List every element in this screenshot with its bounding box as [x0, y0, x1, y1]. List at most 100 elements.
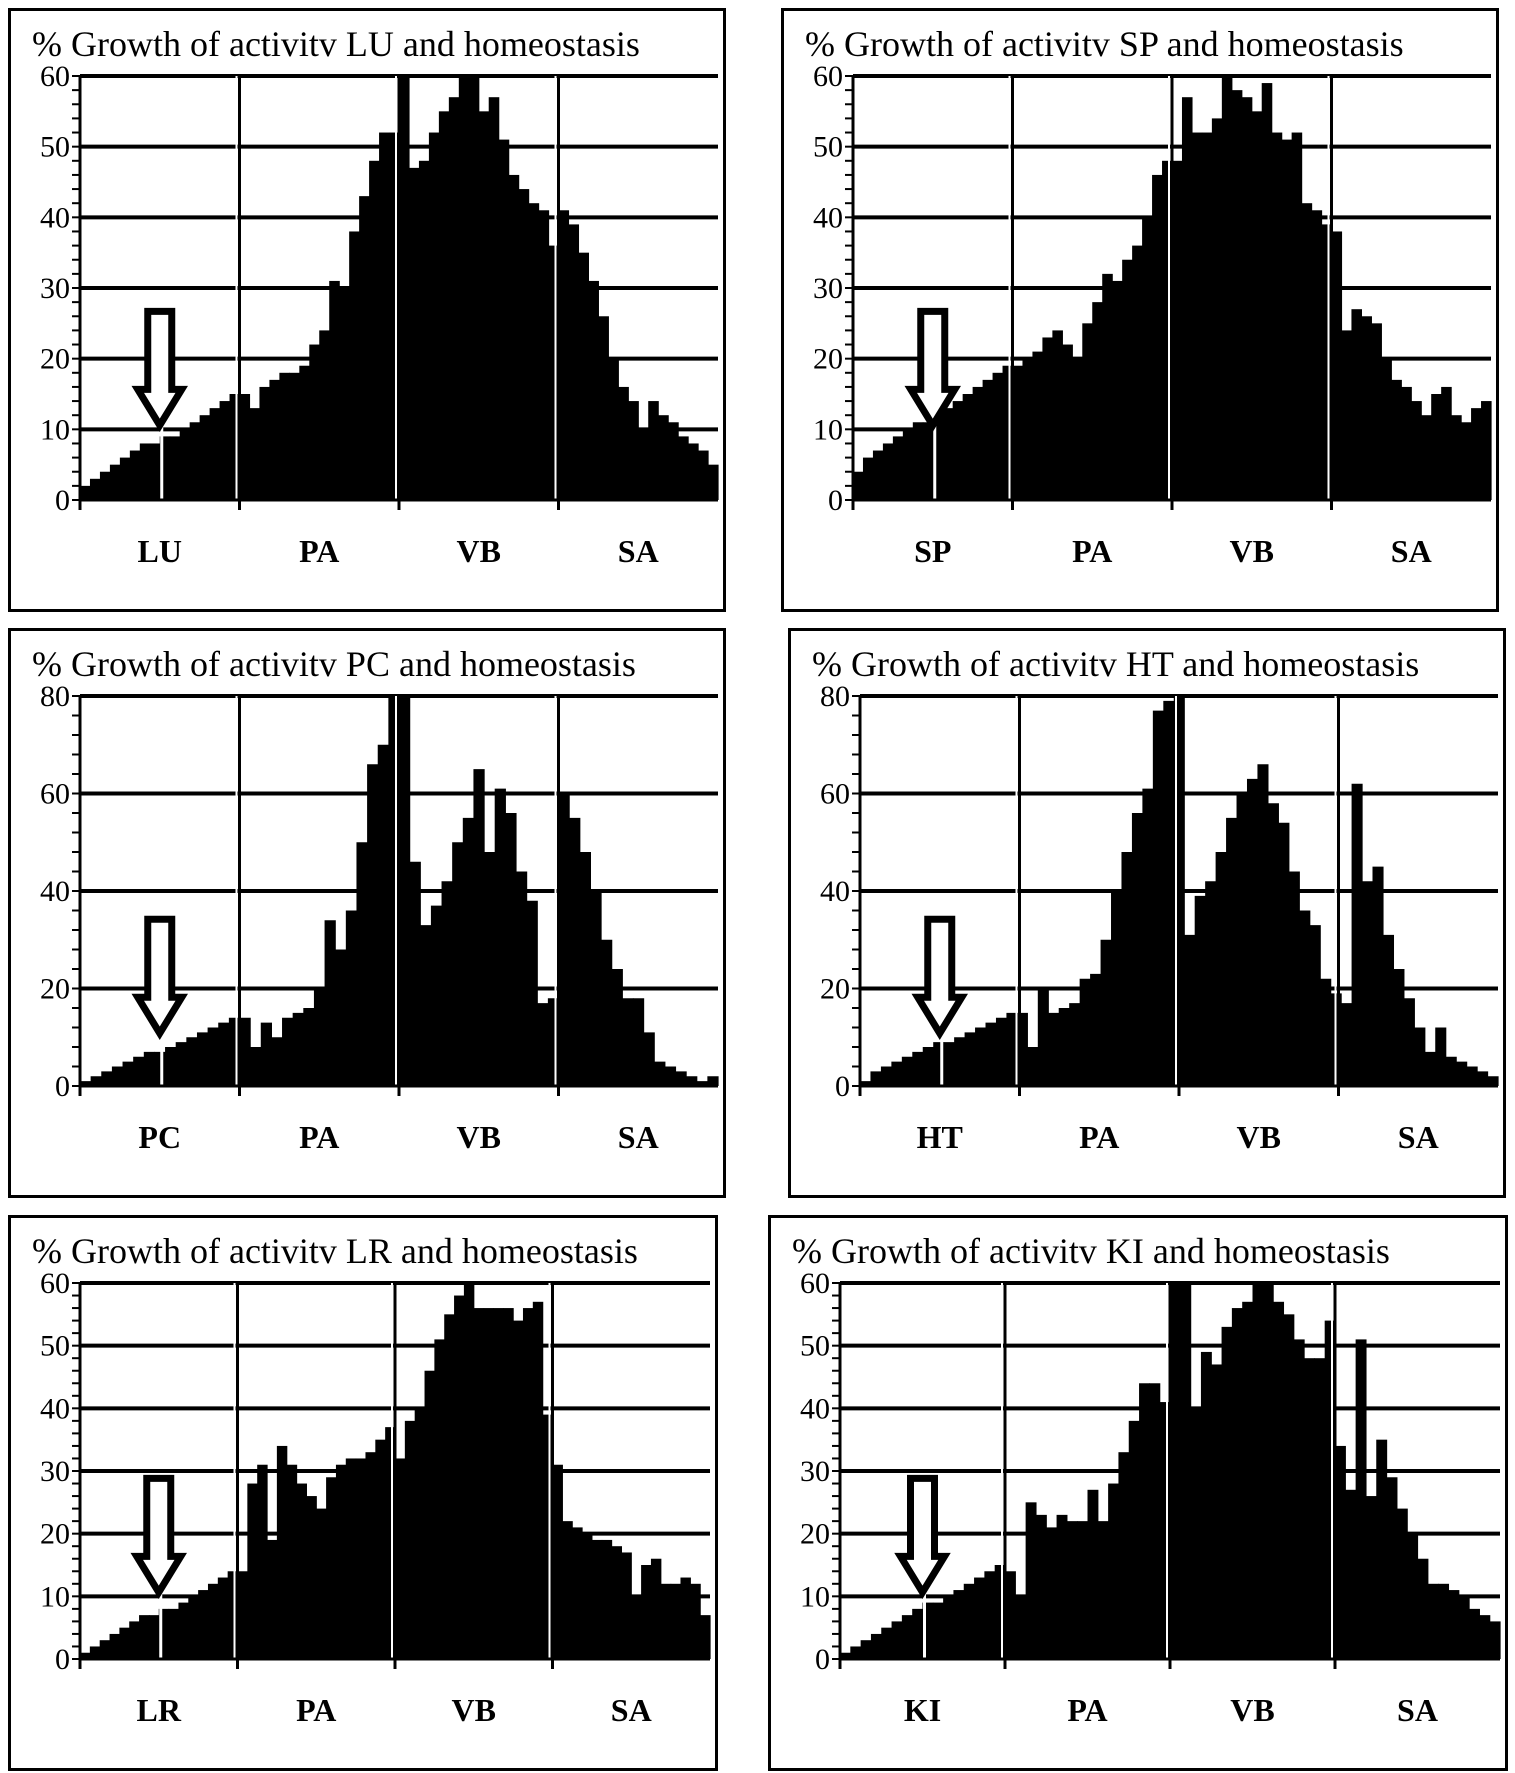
- bar: [912, 1051, 924, 1086]
- bar: [1246, 778, 1259, 1086]
- bar: [488, 97, 500, 500]
- bar: [473, 1308, 485, 1659]
- bar: [1172, 160, 1183, 501]
- bar: [1118, 1452, 1130, 1659]
- bar: [964, 1032, 976, 1086]
- bar: [1226, 817, 1238, 1086]
- bar: [1122, 259, 1133, 500]
- bar: [891, 1621, 903, 1659]
- bar: [345, 1458, 357, 1659]
- bar: [860, 1640, 872, 1659]
- bar: [119, 457, 131, 500]
- chart-title: % Growth of activitv LR and homeostasis: [32, 1231, 638, 1271]
- bar: [690, 1583, 701, 1659]
- bar: [1112, 280, 1123, 500]
- bar: [1401, 386, 1412, 500]
- bar: [547, 998, 560, 1086]
- bar: [1321, 224, 1333, 500]
- bar: [1121, 852, 1133, 1086]
- bar: [1173, 696, 1185, 1086]
- bar: [473, 769, 485, 1086]
- bar: [399, 76, 410, 500]
- category-label: VB: [457, 533, 501, 569]
- bar: [101, 1071, 113, 1086]
- chart-lu-svg: % Growth of activitv LU and homeostasis 0…: [8, 8, 726, 612]
- bar: [250, 1047, 262, 1086]
- bar: [468, 76, 480, 500]
- bar: [129, 450, 141, 500]
- bar: [608, 358, 619, 500]
- bar: [598, 316, 609, 500]
- bar: [1355, 1339, 1367, 1659]
- bar: [89, 1646, 101, 1659]
- bar: [508, 174, 520, 500]
- bar: [1170, 1283, 1181, 1659]
- bar: [562, 1521, 573, 1659]
- bar: [1221, 76, 1233, 500]
- bar: [696, 1081, 708, 1086]
- bar: [582, 1533, 593, 1659]
- y-tick-label: 50: [40, 131, 70, 164]
- bar: [1152, 710, 1164, 1086]
- bar: [568, 224, 580, 500]
- bar: [399, 696, 411, 1086]
- bar: [1407, 1533, 1419, 1659]
- bar: [558, 210, 570, 500]
- category-label: PC: [138, 1119, 181, 1155]
- bar: [478, 111, 490, 500]
- bar: [1267, 803, 1279, 1086]
- bar: [503, 1308, 514, 1659]
- bar: [189, 422, 201, 500]
- bar: [1069, 1003, 1081, 1086]
- bar: [1273, 1301, 1285, 1659]
- bar: [1184, 934, 1196, 1086]
- bar: [698, 450, 709, 500]
- y-tick-label: 0: [835, 1070, 850, 1103]
- bar: [377, 744, 389, 1086]
- bar: [1079, 978, 1091, 1086]
- y-tick-label: 20: [40, 1518, 70, 1551]
- chart-pc-svg: % Growth of activitv PC and homeostasis 0…: [8, 628, 726, 1198]
- bar: [648, 401, 659, 500]
- bar: [1163, 700, 1175, 1086]
- chart-lr-svg: % Growth of activitv LR and homeostasis 0…: [8, 1215, 718, 1771]
- bar: [1111, 891, 1123, 1086]
- bar: [139, 443, 151, 500]
- y-tick-label: 50: [813, 131, 843, 164]
- y-tick-label: 20: [40, 973, 70, 1006]
- bar: [972, 386, 984, 500]
- bar: [1448, 1590, 1460, 1659]
- bar: [1139, 1383, 1150, 1659]
- bar: [1461, 422, 1472, 500]
- bar: [175, 1042, 187, 1086]
- bar: [463, 1283, 475, 1659]
- y-tick-label: 0: [55, 1070, 70, 1103]
- bar: [538, 210, 550, 500]
- bar: [218, 1022, 230, 1086]
- bar: [954, 1037, 966, 1086]
- bar: [1015, 1596, 1027, 1659]
- bar: [1077, 1521, 1089, 1659]
- bar: [99, 471, 111, 500]
- bar: [963, 1583, 975, 1659]
- category-label: VB: [1230, 533, 1274, 569]
- bar: [122, 1061, 134, 1086]
- category-label: SA: [1398, 1119, 1439, 1155]
- bar: [1278, 822, 1290, 1086]
- bar: [279, 372, 290, 500]
- bar: [1002, 365, 1014, 500]
- bar: [1481, 401, 1492, 500]
- category-label: VB: [1237, 1119, 1281, 1155]
- bar: [1242, 1301, 1254, 1659]
- bar: [952, 401, 964, 500]
- y-tick-label: 40: [40, 1392, 70, 1425]
- bar: [611, 969, 623, 1086]
- bar: [675, 1071, 687, 1086]
- bar: [249, 408, 261, 500]
- bar: [319, 330, 330, 500]
- bar: [306, 1496, 317, 1659]
- bar: [276, 1445, 288, 1659]
- bar: [643, 1032, 655, 1086]
- bar: [365, 1452, 376, 1659]
- y-tick-label: 0: [828, 484, 843, 517]
